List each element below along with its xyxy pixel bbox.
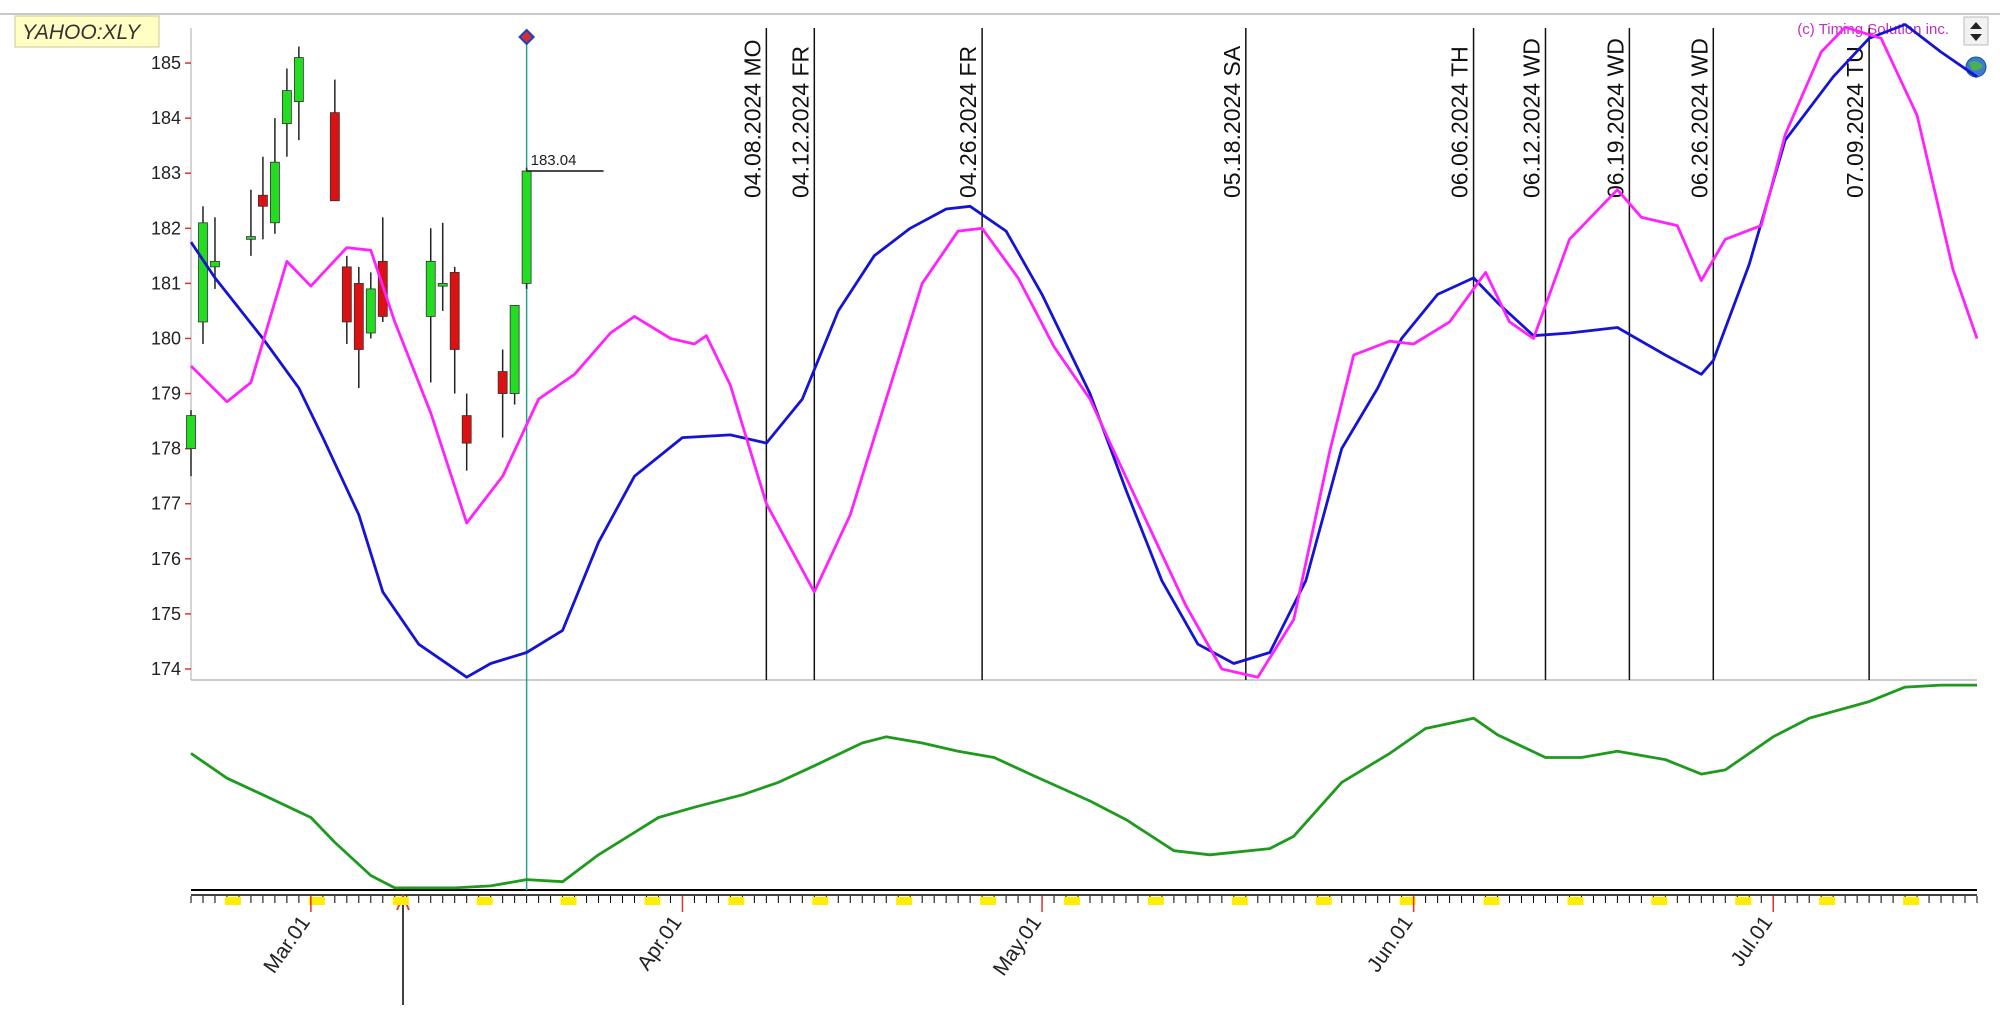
- candle-body: [246, 236, 256, 240]
- y-tick-label: 179: [151, 384, 181, 404]
- week-marker: [644, 897, 661, 905]
- y-tick-label: 177: [151, 494, 181, 514]
- marker-arrow: [396, 893, 410, 911]
- series-line: [190, 25, 1979, 679]
- week-marker: [1735, 897, 1752, 905]
- candle-body: [437, 282, 448, 287]
- y-tick-label: 176: [151, 549, 181, 569]
- week-marker: [1315, 897, 1332, 905]
- candle-body: [353, 282, 364, 350]
- event-label: 06.19.2024 WD: [1602, 38, 1628, 198]
- week-marker: [1147, 897, 1164, 905]
- event-label: 06.26.2024 WD: [1686, 38, 1712, 198]
- price-label: 183.04: [531, 152, 577, 169]
- globe-land: [1969, 61, 1983, 71]
- chart-title: YAHOO:XLY: [22, 21, 142, 44]
- event-label: 07.09.2024 TU: [1842, 46, 1868, 198]
- event-label: 04.12.2024 FR: [787, 46, 813, 198]
- candle-body: [341, 266, 352, 323]
- week-marker: [896, 897, 913, 905]
- week-marker: [1483, 897, 1500, 905]
- week-marker: [392, 897, 409, 905]
- x-tick-label: Apr.01: [633, 912, 687, 975]
- y-tick-label: 181: [151, 273, 181, 293]
- candle-body: [258, 194, 268, 207]
- event-label: 04.08.2024 MO: [739, 39, 765, 198]
- week-marker: [1064, 897, 1081, 905]
- panel2-line: [190, 683, 1977, 890]
- week-marker: [1651, 897, 1668, 905]
- event-label: 06.12.2024 WD: [1518, 38, 1544, 198]
- series-line: [189, 23, 1978, 679]
- x-tick-label: May.01: [989, 912, 1046, 980]
- event-label: 05.18.2024 SA: [1219, 45, 1245, 198]
- week-marker: [476, 897, 493, 905]
- scroll-widget[interactable]: [1963, 16, 1989, 46]
- candle-body: [210, 260, 220, 268]
- week-marker: [308, 897, 325, 905]
- y-tick-label: 185: [151, 53, 181, 73]
- candle-body: [365, 288, 376, 334]
- week-marker: [1399, 897, 1416, 905]
- y-tick-label: 184: [151, 108, 181, 128]
- event-label: 06.06.2024 TH: [1447, 46, 1473, 198]
- scroll-up[interactable]: [1970, 22, 1982, 29]
- week-marker: [224, 897, 241, 905]
- y-tick-label: 182: [151, 218, 181, 238]
- credit: (c) Timing Solution inc.: [1797, 21, 1949, 38]
- y-tick-label: 175: [151, 604, 181, 624]
- candle-body: [293, 57, 304, 103]
- week-marker: [1819, 897, 1836, 905]
- candle-body: [186, 415, 196, 450]
- y-tick-label: 180: [151, 328, 181, 348]
- week-marker: [812, 897, 829, 905]
- y-tick-label: 174: [151, 659, 181, 679]
- candle-body: [270, 161, 280, 224]
- x-tick-label: Jun.01: [1363, 912, 1418, 977]
- y-tick-label: 178: [151, 439, 181, 459]
- candle-body: [521, 170, 532, 284]
- y-tick-label: 183: [151, 163, 181, 183]
- week-marker: [1903, 897, 1920, 905]
- candle-body: [281, 90, 292, 125]
- candle-body: [461, 415, 472, 444]
- candle-body: [198, 222, 208, 323]
- week-marker: [1231, 897, 1248, 905]
- candle-body: [425, 260, 436, 317]
- candle-body: [329, 112, 340, 202]
- candle-body: [497, 371, 508, 394]
- week-marker: [1567, 897, 1584, 905]
- week-marker: [728, 897, 745, 905]
- event-label: 04.26.2024 FR: [955, 46, 981, 198]
- candle-body: [509, 305, 520, 394]
- cursor-diamond: [518, 28, 536, 46]
- week-marker: [560, 897, 577, 905]
- week-marker: [980, 897, 997, 905]
- candle-body: [449, 271, 460, 350]
- title-box: [14, 15, 160, 48]
- x-tick-label: Jul.01: [1726, 912, 1777, 971]
- x-tick-label: Mar.01: [259, 912, 315, 978]
- scroll-down[interactable]: [1970, 34, 1982, 41]
